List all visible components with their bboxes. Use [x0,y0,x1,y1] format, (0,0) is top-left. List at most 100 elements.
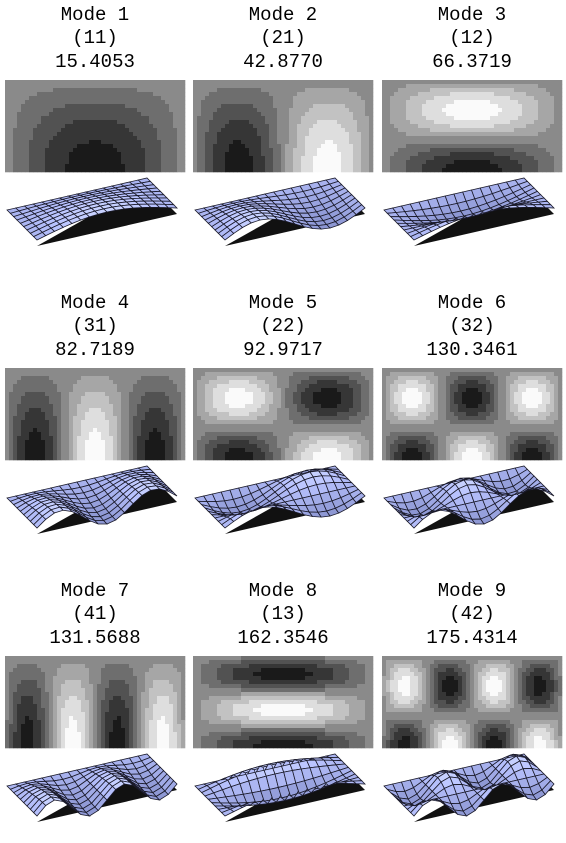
contour-cell [249,384,254,389]
contour-cell [321,128,326,133]
contour-cell [414,96,419,101]
contour-cell [361,164,366,169]
contour-cell [321,124,326,129]
contour-cell [181,396,186,401]
contour-cell [153,408,158,413]
contour-cell [277,144,282,149]
contour-cell [105,384,110,389]
contour-cell [410,156,415,161]
contour-cell [514,124,519,129]
contour-cell [361,120,366,125]
contour-cell [357,80,362,85]
mode-frequency: 92.9717 [243,339,323,361]
contour-cell [201,124,206,129]
contour-cell [301,144,306,149]
contour-cell [289,144,294,149]
contour-cell [153,452,158,457]
contour-cell [229,388,234,393]
contour-cell [49,380,54,385]
contour-cell [289,152,294,157]
contour-cell [41,116,46,121]
contour-cell [77,112,82,117]
contour-cell [113,96,118,101]
contour-cell [161,448,166,453]
contour-cell [133,444,138,449]
contour-cell [406,116,411,121]
contour-cell [29,160,34,165]
contour-cell [361,148,366,153]
contour-cell [89,384,94,389]
contour-cell [13,376,18,381]
contour-cell [205,372,210,377]
contour-cell [454,152,459,157]
contour-cell [101,396,106,401]
contour-cell [85,128,90,133]
contour-cell [402,168,407,173]
contour-cell [93,168,98,173]
contour-cell [522,156,527,161]
contour-cell [177,168,182,173]
contour-cell [45,168,50,173]
contour-cell [458,80,463,85]
contour-cell [518,124,523,129]
contour-cell [109,404,114,409]
contour-cell [233,380,238,385]
contour-cell [253,156,258,161]
contour-cell [534,124,539,129]
contour-cell [33,396,38,401]
contour-cell [534,88,539,93]
contour-cell [510,124,515,129]
contour-cell [546,168,551,173]
contour-cell [137,436,142,441]
contour-cell [57,108,62,113]
contour-cell [550,164,555,169]
contour-cell [261,168,266,173]
contour-cell [289,100,294,105]
contour-cell [361,384,366,389]
contour-cell [269,84,274,89]
contour-cell [317,92,322,97]
contour-cell [109,432,114,437]
contour-cell [369,132,374,137]
contour-cell [446,156,451,161]
contour-cell [9,376,14,381]
contour-cell [53,160,58,165]
contour-cell [109,428,114,433]
contour-cell [554,140,559,145]
contour-cell [17,396,22,401]
contour-cell [285,88,290,93]
contour-cell [205,120,210,125]
contour-cell [17,432,22,437]
contour-cell [105,84,110,89]
contour-cell [329,88,334,93]
contour-cell [89,428,94,433]
contour-cell [518,136,523,141]
contour-cell [197,96,202,101]
contour-cell [109,84,114,89]
contour-cell [245,140,250,145]
contour-cell [129,164,134,169]
contour-cell [29,396,34,401]
contour-cell [297,80,302,85]
contour-cell [213,100,218,105]
contour-cell [474,128,479,133]
contour-cell [97,144,102,149]
contour-cell [442,84,447,89]
contour-cell [209,96,214,101]
contour-cell [29,440,34,445]
contour-cell [69,436,74,441]
contour-cell [414,160,419,165]
contour-cell [45,440,50,445]
contour-cell [153,368,158,373]
contour-cell [93,432,98,437]
contour-cell [141,160,146,165]
contour-cell [113,452,118,457]
contour-cell [526,148,531,153]
contour-cell [169,152,174,157]
contour-cell [498,128,503,133]
contour-cell [57,120,62,125]
contour-cell [558,80,563,85]
contour-cell [325,372,330,377]
contour-cell [450,152,455,157]
contour-cell [213,84,218,89]
